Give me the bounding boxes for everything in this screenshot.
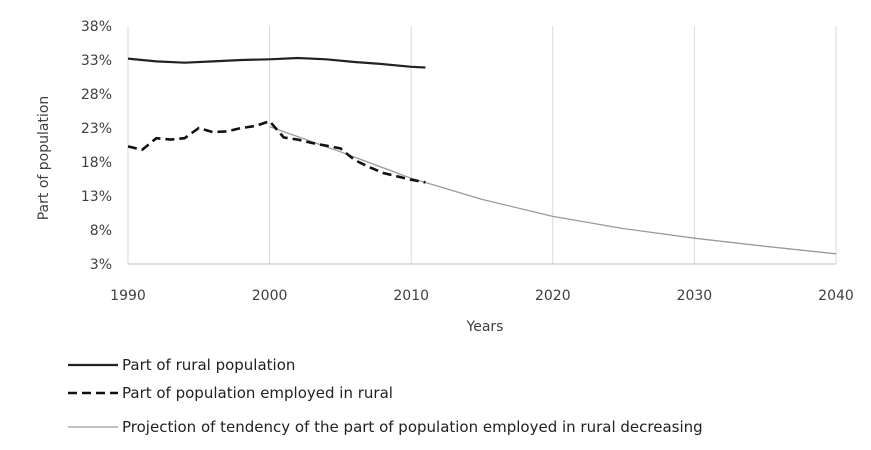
y-tick-label: 38% [81, 19, 112, 35]
x-tick-label: 2030 [677, 288, 713, 304]
y-tick-label: 3% [90, 257, 112, 273]
legend: Part of rural population Part of populati… [68, 356, 703, 436]
grid-layer [127, 26, 837, 265]
x-tick-label: 1990 [110, 288, 146, 304]
legend-label-3: Projection of tendency of the part of po… [122, 418, 703, 436]
x-tick-label: 2010 [393, 288, 429, 304]
y-tick-label: 33% [81, 53, 112, 69]
x-tick-label: 2000 [252, 288, 288, 304]
y-axis-title: Part of population [36, 96, 52, 221]
x-axis-title: Years [466, 319, 504, 335]
x-axis: 1990 2000 2010 2020 2030 2040 [110, 288, 854, 304]
series-line-3 [269, 125, 837, 255]
series-layer [127, 56, 837, 255]
series-line-2 [127, 119, 426, 184]
y-tick-label: 8% [90, 223, 112, 239]
x-tick-label: 2040 [818, 288, 854, 304]
y-tick-label: 28% [81, 87, 112, 103]
y-tick-label: 13% [81, 189, 112, 205]
series-line-1 [127, 56, 426, 69]
y-tick-label: 23% [81, 121, 112, 137]
y-axis: 3% 8% 13% 18% 23% 28% 33% 38% [81, 19, 112, 273]
legend-label-1: Part of rural population [122, 356, 295, 374]
y-tick-label: 18% [81, 155, 112, 171]
x-tick-label: 2020 [535, 288, 571, 304]
legend-label-2: Part of population employed in rural [122, 384, 393, 402]
